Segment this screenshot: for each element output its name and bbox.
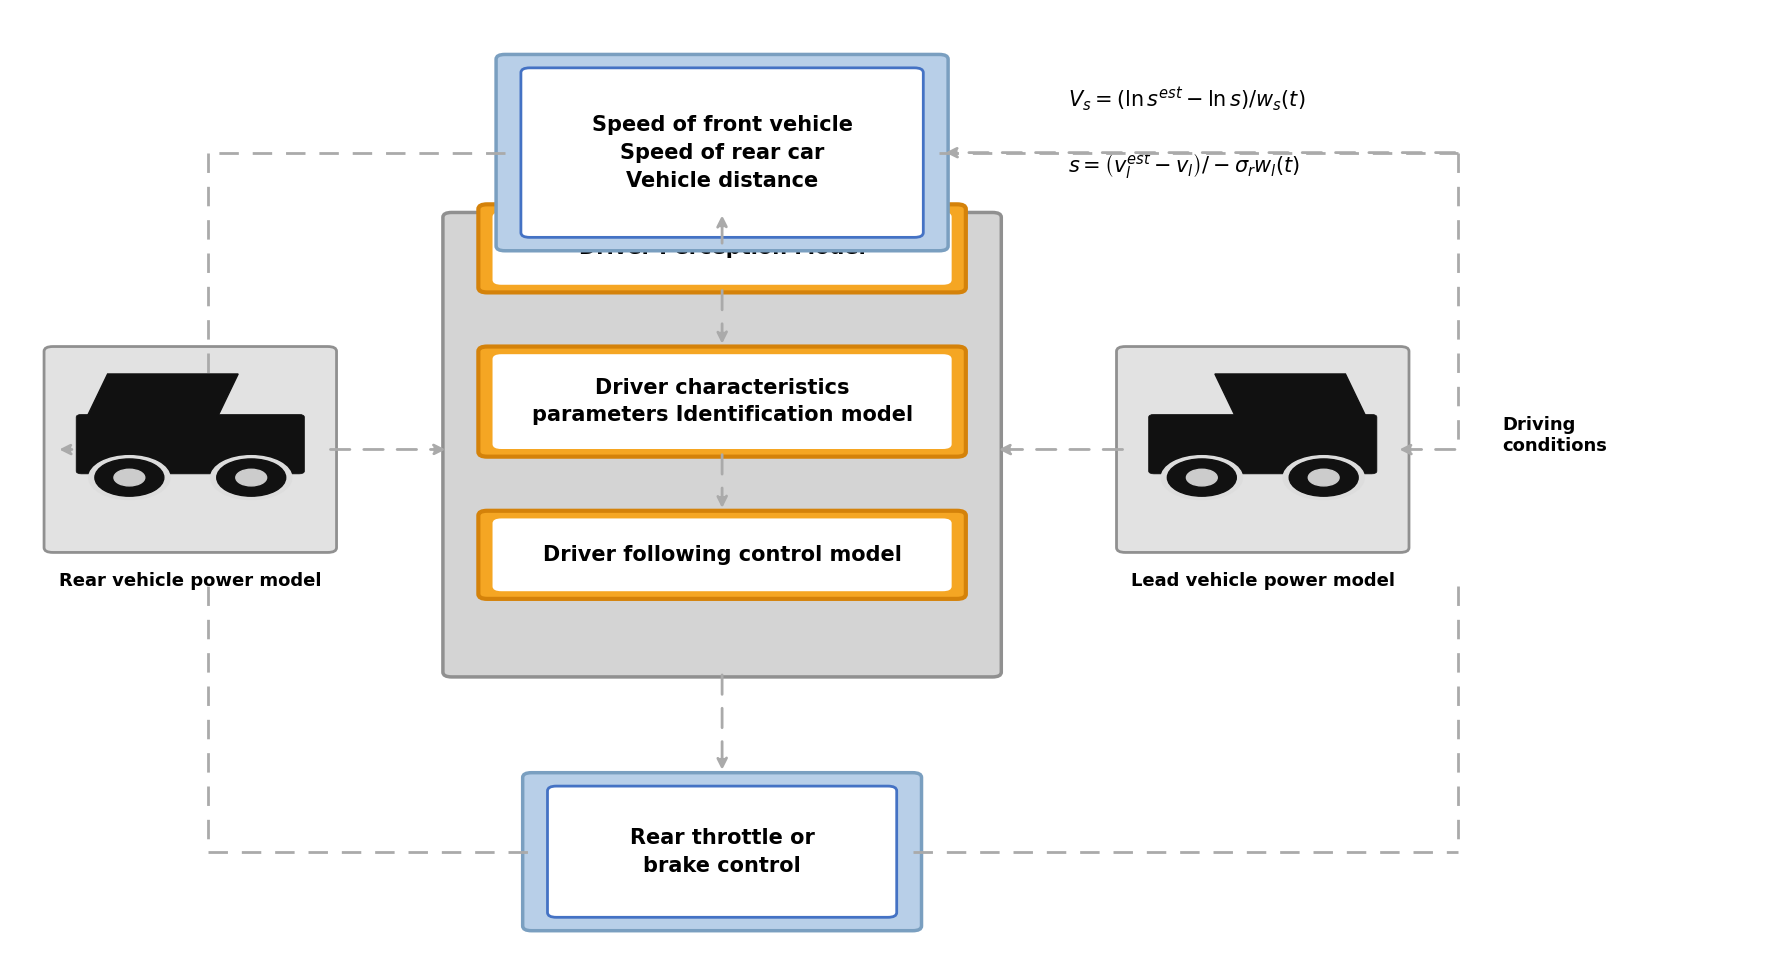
Circle shape	[94, 459, 164, 497]
Circle shape	[210, 456, 292, 499]
FancyBboxPatch shape	[497, 54, 947, 251]
Text: Driver Perception Model: Driver Perception Model	[578, 239, 865, 258]
FancyBboxPatch shape	[479, 511, 965, 599]
FancyBboxPatch shape	[479, 347, 965, 457]
FancyBboxPatch shape	[44, 347, 336, 553]
Circle shape	[1282, 456, 1363, 499]
FancyBboxPatch shape	[77, 414, 304, 474]
Circle shape	[1161, 456, 1242, 499]
Text: Driver characteristics
parameters Identification model: Driver characteristics parameters Identi…	[530, 379, 911, 425]
FancyBboxPatch shape	[493, 355, 951, 449]
FancyBboxPatch shape	[522, 773, 920, 930]
FancyBboxPatch shape	[546, 786, 895, 918]
Circle shape	[114, 469, 144, 486]
Circle shape	[1166, 459, 1235, 497]
Circle shape	[89, 456, 169, 499]
Text: Driver following control model: Driver following control model	[543, 545, 901, 565]
Text: Driving
conditions: Driving conditions	[1501, 415, 1606, 455]
FancyBboxPatch shape	[493, 519, 951, 591]
Text: $V_s = \left(\ln s^{est} - \ln s\right)/w_s(t)$: $V_s = \left(\ln s^{est} - \ln s\right)/…	[1068, 86, 1305, 114]
Polygon shape	[1214, 374, 1367, 419]
FancyBboxPatch shape	[1148, 414, 1376, 474]
Text: Rear throttle or
brake control: Rear throttle or brake control	[630, 828, 813, 876]
FancyBboxPatch shape	[1116, 347, 1408, 553]
FancyBboxPatch shape	[520, 68, 922, 238]
Text: Rear vehicle power model: Rear vehicle power model	[59, 572, 322, 589]
Polygon shape	[85, 374, 239, 419]
Circle shape	[1289, 459, 1358, 497]
FancyBboxPatch shape	[493, 212, 951, 285]
Text: Lead vehicle power model: Lead vehicle power model	[1130, 572, 1394, 589]
Text: Speed of front vehicle
Speed of rear car
Vehicle distance: Speed of front vehicle Speed of rear car…	[591, 115, 853, 190]
FancyBboxPatch shape	[443, 213, 1000, 677]
Text: $s = \left(v_l^{est} - v_l\right)/ -\sigma_r w_l(t)$: $s = \left(v_l^{est} - v_l\right)/ -\sig…	[1068, 152, 1299, 183]
Circle shape	[235, 469, 267, 486]
FancyBboxPatch shape	[479, 205, 965, 293]
Circle shape	[1308, 469, 1339, 486]
Circle shape	[217, 459, 285, 497]
Circle shape	[1185, 469, 1216, 486]
